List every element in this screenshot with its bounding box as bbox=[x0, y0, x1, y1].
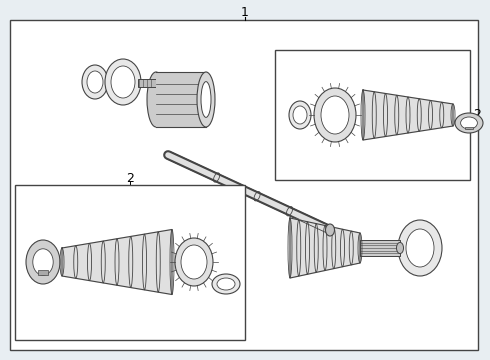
Ellipse shape bbox=[212, 274, 240, 294]
Ellipse shape bbox=[289, 101, 311, 129]
Bar bbox=[138, 79, 158, 87]
Ellipse shape bbox=[406, 229, 434, 267]
Text: 2: 2 bbox=[126, 171, 134, 184]
Ellipse shape bbox=[147, 72, 165, 127]
Bar bbox=[360, 240, 400, 256]
Polygon shape bbox=[363, 90, 453, 140]
Ellipse shape bbox=[197, 72, 215, 127]
Bar bbox=[275, 50, 470, 180]
Bar bbox=[465, 126, 473, 129]
Ellipse shape bbox=[293, 106, 307, 124]
Ellipse shape bbox=[26, 240, 60, 284]
Ellipse shape bbox=[87, 71, 103, 93]
Ellipse shape bbox=[33, 249, 53, 275]
Bar bbox=[156, 72, 206, 127]
Polygon shape bbox=[62, 230, 172, 294]
Ellipse shape bbox=[175, 238, 213, 286]
Ellipse shape bbox=[217, 278, 235, 290]
Bar bbox=[15, 185, 245, 340]
Text: 2: 2 bbox=[473, 108, 481, 122]
Text: 1: 1 bbox=[241, 5, 249, 18]
Ellipse shape bbox=[181, 245, 207, 279]
Ellipse shape bbox=[314, 88, 356, 142]
Ellipse shape bbox=[325, 224, 335, 236]
Bar bbox=[38, 270, 48, 275]
Ellipse shape bbox=[111, 66, 135, 98]
Ellipse shape bbox=[105, 59, 141, 105]
Ellipse shape bbox=[82, 65, 108, 99]
Ellipse shape bbox=[461, 117, 477, 129]
Ellipse shape bbox=[321, 96, 349, 134]
Ellipse shape bbox=[396, 242, 403, 253]
Ellipse shape bbox=[455, 113, 483, 133]
Ellipse shape bbox=[201, 82, 211, 117]
Polygon shape bbox=[290, 218, 360, 278]
Ellipse shape bbox=[398, 220, 442, 276]
